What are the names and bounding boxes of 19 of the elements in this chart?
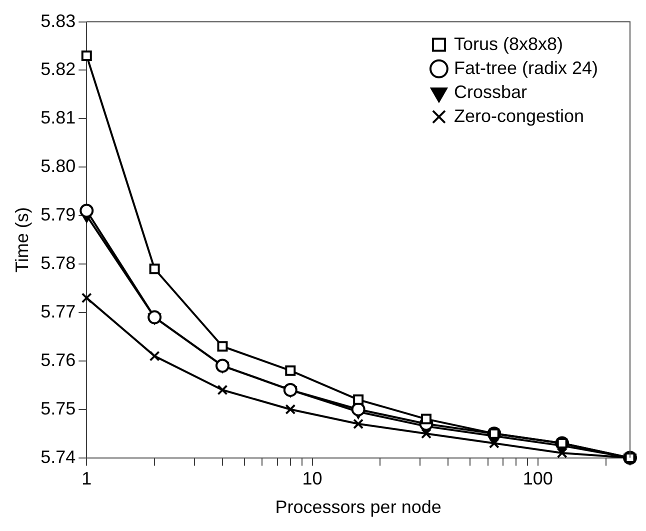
x-tick-label: 100 [522, 468, 553, 489]
y-tick-label: 5.75 [40, 398, 76, 418]
y-tick-label: 5.76 [40, 350, 76, 370]
y-tick-label: 5.79 [40, 204, 76, 225]
legend-label: Zero-congestion [454, 106, 584, 126]
legend-label: Fat-tree (radix 24) [454, 58, 598, 78]
x-tick-label: 1 [82, 468, 92, 489]
legend-label: Torus (8x8x8) [454, 34, 564, 54]
y-tick-label: 5.81 [40, 108, 76, 128]
y-axis-title: Time (s) [12, 207, 32, 272]
y-tick-label: 5.80 [40, 156, 76, 176]
y-tick-label: 5.83 [40, 10, 76, 31]
y-tick-label: 5.77 [40, 301, 76, 322]
y-tick-label: 5.74 [40, 446, 76, 467]
y-tick-label: 5.78 [40, 252, 76, 273]
legend-label: Crossbar [454, 82, 527, 102]
x-tick-label: 10 [302, 468, 322, 489]
x-axis-title: Processors per node [275, 497, 442, 518]
y-tick-label: 5.82 [40, 59, 76, 80]
